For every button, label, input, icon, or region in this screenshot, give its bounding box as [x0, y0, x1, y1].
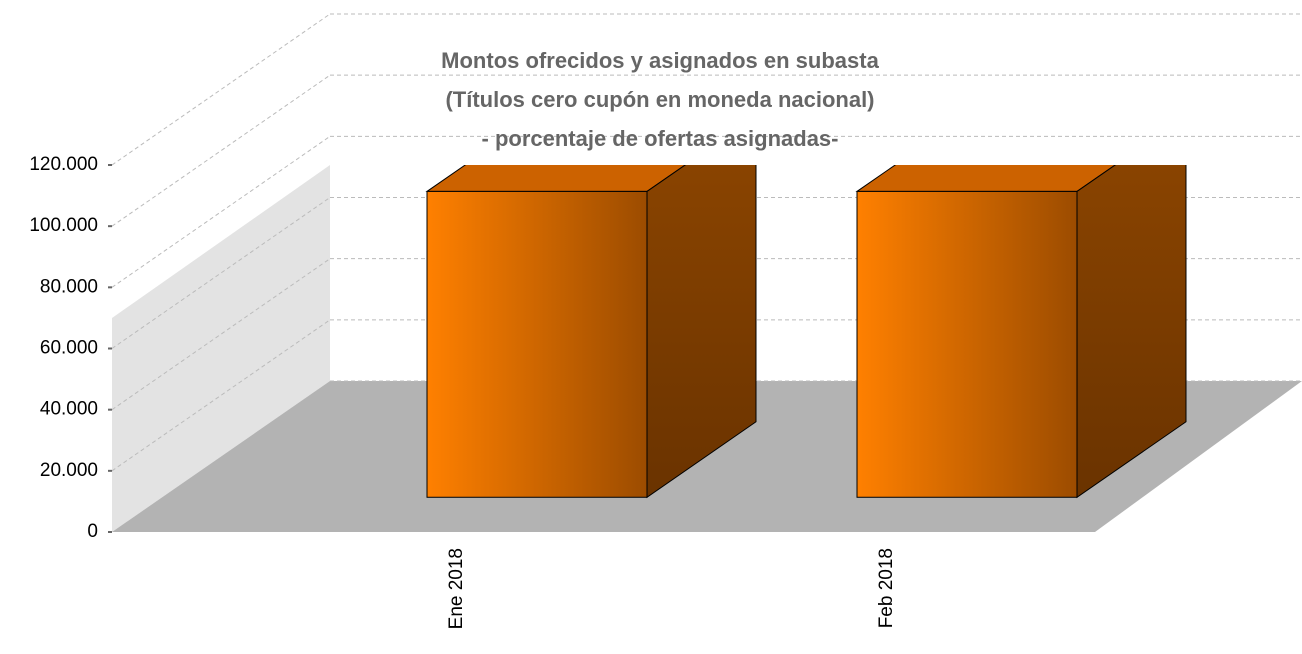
y-tick-label: 60.000	[40, 338, 98, 359]
y-tick-label: 80.000	[40, 276, 98, 297]
grid-line	[111, 258, 331, 411]
y-tick-label: 40.000	[40, 399, 98, 420]
y-tick-label: 120.000	[29, 154, 98, 175]
bar	[425, 165, 757, 499]
grid-line	[111, 74, 331, 227]
x-tick-label: Feb 2018	[876, 548, 897, 628]
grid-line	[111, 13, 331, 166]
y-tick-label: 20.000	[40, 460, 98, 481]
y-tick-label: 0	[87, 521, 98, 542]
chart-title: (Títulos cero cupón en moneda nacional)	[445, 87, 874, 112]
chart-title: - porcentaje de ofertas asignadas-	[482, 126, 839, 151]
bar-front	[426, 190, 648, 498]
chart-title: Montos ofrecidos y asignados en subasta	[441, 48, 879, 73]
grid-line	[111, 135, 331, 288]
side-wall	[112, 165, 330, 532]
x-tick-label: Ene 2018	[446, 548, 467, 629]
bar	[855, 165, 1187, 499]
grid-line	[111, 197, 331, 349]
y-tick-label: 100.000	[29, 215, 98, 236]
grid-line	[111, 319, 331, 472]
bar-front	[856, 190, 1078, 498]
